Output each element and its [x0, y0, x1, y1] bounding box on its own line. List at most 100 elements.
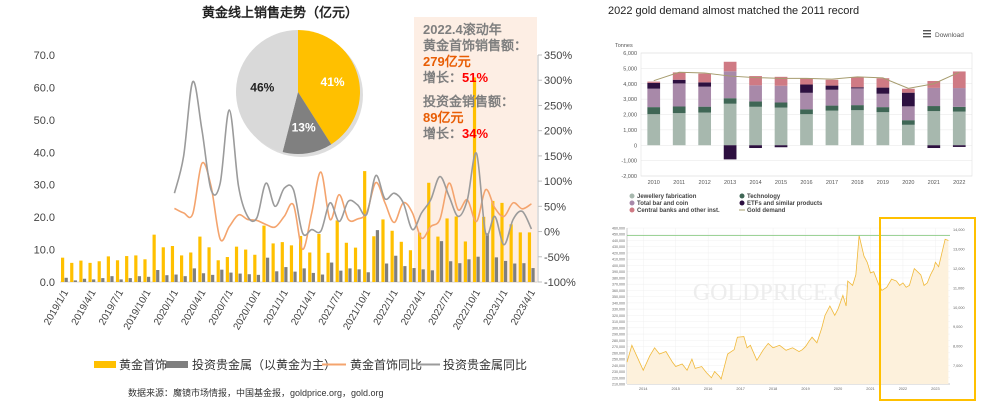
y-tick-label: 330,000	[612, 308, 625, 312]
investment-bar	[375, 230, 380, 282]
jewelry-bar	[70, 262, 74, 282]
y-tick-label: 1,000	[623, 128, 637, 134]
stacked-bar-segment	[876, 78, 890, 88]
y-tick-label: 300,000	[612, 326, 625, 330]
investment-bar	[412, 268, 416, 282]
y2-tick-label: 250%	[544, 100, 572, 112]
jewelry-bar	[317, 234, 321, 282]
stacked-bar-segment	[698, 82, 712, 87]
stacked-bar-segment	[672, 106, 686, 114]
pie-slice	[298, 30, 360, 145]
stacked-bar-segment	[698, 106, 712, 113]
plot-frame	[640, 52, 973, 177]
y-tick-label: 450,000	[612, 233, 625, 237]
jewelry-bar	[161, 247, 165, 282]
investment-bar	[128, 278, 132, 282]
x-tick-label: 2023	[931, 387, 939, 391]
investment-bar	[485, 233, 489, 282]
jewelry-bar	[180, 255, 184, 282]
legend-jewelry: 黄金首饰	[119, 357, 167, 372]
stacked-bar-segment	[927, 106, 941, 112]
y-tick-label: -1,000	[621, 159, 637, 165]
legend-marker	[629, 200, 635, 206]
investment-bar	[82, 278, 87, 282]
price-line	[626, 235, 949, 380]
investment-bar	[211, 274, 215, 282]
investment-bar	[513, 263, 517, 282]
jewelry-bar	[216, 260, 220, 282]
stacked-bar-segment	[901, 124, 915, 146]
y2-tick-label: 200%	[544, 126, 572, 138]
y-tick-label: -2,000	[621, 174, 637, 180]
annotation: 2022.4滚动年 黄金首饰销售额： 279亿元 增长：51% 投资金销售额： …	[423, 22, 527, 141]
y2-tick-label: 11,000	[953, 286, 964, 290]
legend-marker	[739, 193, 745, 199]
y2-tick-label: 50%	[544, 201, 566, 213]
annotation-period: 2022.4滚动年	[423, 22, 502, 37]
x-tick-label: 2018	[851, 180, 863, 186]
jewelry-bar	[88, 262, 92, 282]
stacked-bar-segment	[901, 92, 915, 107]
stacked-bar-segment	[851, 110, 864, 146]
chart-title: 黄金线上销售走势（亿元）	[202, 5, 358, 20]
jewelry-bar	[134, 255, 138, 282]
stacked-bar-segment	[749, 101, 762, 107]
stacked-bar-segment	[774, 76, 788, 86]
stacked-bar-segment	[876, 107, 890, 113]
legend-marker	[629, 207, 635, 213]
stacked-bar-segment	[851, 87, 864, 89]
y-tick-label: 340,000	[612, 301, 625, 305]
jewelry-bar	[198, 236, 202, 282]
download-label: Download	[935, 32, 964, 39]
stacked-bar-segment	[800, 84, 813, 93]
stacked-bar-segment	[825, 85, 839, 90]
download-button[interactable]: Download	[923, 30, 964, 39]
y-tick-label: 230,000	[612, 370, 625, 374]
stacked-bar-segment	[927, 145, 941, 149]
legend-item: Jewellery fabrication	[637, 194, 697, 200]
stacked-bar-segment	[851, 77, 864, 88]
x-tick-label: 2015	[671, 387, 679, 391]
stacked-bar-segment	[927, 87, 941, 107]
jewelry-bar	[344, 242, 348, 282]
y-tick-label: 250,000	[612, 358, 625, 362]
y-tick-label: 360,000	[612, 289, 625, 293]
annotation-investment-growth: 34%	[462, 126, 488, 141]
legend-item: Central banks and other inst.	[637, 208, 720, 214]
x-tick-label: 2022	[899, 387, 907, 391]
investment-bar	[293, 271, 297, 282]
x-tick-label: 2014	[639, 387, 647, 391]
stacked-bar-segment	[774, 85, 788, 103]
jewelry-bar	[125, 256, 129, 282]
y-tick-label: 350,000	[612, 295, 625, 299]
jewelry-bar	[518, 232, 522, 282]
jewelry-bar	[79, 260, 83, 282]
y-tick-label: 280,000	[612, 339, 625, 343]
pie-label: 46%	[250, 80, 274, 94]
investment-bar	[146, 276, 151, 282]
jewelry-bar	[106, 256, 110, 282]
jewelry-bar	[262, 225, 266, 282]
jewelry-bar	[418, 232, 422, 282]
investment-bar	[357, 269, 361, 282]
x-tick-label: 2017	[736, 387, 744, 391]
stacked-bar-segment	[927, 80, 941, 88]
jewelry-bar	[353, 247, 358, 282]
y-tick-label: 40.0	[34, 147, 55, 159]
jewelry-bar	[427, 182, 431, 282]
stacked-bar-segment	[723, 71, 737, 99]
stacked-bar-segment	[952, 111, 966, 146]
y-tick-label: 430,000	[612, 245, 625, 249]
jewelry-bar	[482, 216, 486, 282]
stacked-bar-segment	[876, 93, 890, 108]
y-tick-label: 220,000	[612, 376, 625, 380]
pie-label: 41%	[321, 75, 345, 89]
investment-bar	[64, 277, 68, 282]
y-tick-label: 460,000	[612, 227, 625, 231]
stacked-bar-segment	[825, 89, 839, 106]
investment-bar	[439, 241, 444, 282]
stacked-bar-segment	[927, 111, 941, 146]
y2-tick-label: 12,000	[953, 267, 965, 271]
stacked-bar-segment	[952, 145, 966, 147]
stacked-bar-segment	[952, 71, 966, 89]
